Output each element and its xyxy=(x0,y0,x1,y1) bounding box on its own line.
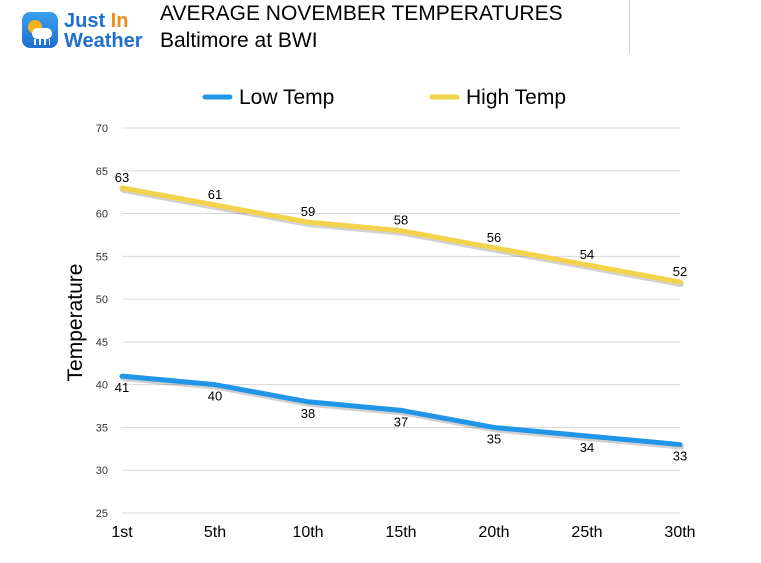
data-label-low-temp: 33 xyxy=(673,449,687,464)
legend-label-low-temp: Low Temp xyxy=(239,86,334,109)
x-tick-label: 30th xyxy=(664,524,695,541)
x-tick-label: 10th xyxy=(292,524,323,541)
x-tick-label: 25th xyxy=(571,524,602,541)
x-tick-label: 1st xyxy=(111,524,133,541)
x-tick-label: 15th xyxy=(385,524,416,541)
y-tick-label: 35 xyxy=(96,422,108,434)
y-tick-label: 30 xyxy=(96,465,108,477)
data-label-low-temp: 40 xyxy=(208,389,222,404)
data-label-high-temp: 56 xyxy=(487,230,501,245)
y-tick-label: 55 xyxy=(96,251,108,263)
y-tick-label: 50 xyxy=(96,294,108,306)
data-label-high-temp: 58 xyxy=(394,213,408,228)
data-label-low-temp: 38 xyxy=(301,406,315,421)
series-line-low-temp xyxy=(119,373,683,448)
logo-drops xyxy=(34,39,50,45)
data-label-low-temp: 35 xyxy=(487,431,501,446)
series-line-high-temp xyxy=(119,185,683,285)
logo-word-just: Just xyxy=(64,10,106,32)
weather-cloud-sun-icon xyxy=(22,12,58,48)
y-tick-label: 70 xyxy=(96,123,108,135)
data-label-high-temp: 61 xyxy=(208,187,222,202)
y-tick-label: 45 xyxy=(96,337,108,349)
logo-line1: Just In xyxy=(64,10,128,33)
legend-label-high-temp: High Temp xyxy=(466,86,566,109)
data-label-high-temp: 63 xyxy=(115,170,129,185)
y-tick-label: 40 xyxy=(96,380,108,392)
logo-word-in: In xyxy=(105,10,129,32)
x-tick-label: 20th xyxy=(478,524,509,541)
y-tick-label: 60 xyxy=(96,209,108,221)
data-label-high-temp: 59 xyxy=(301,204,315,219)
y-tick-label: 25 xyxy=(96,508,108,520)
data-label-high-temp: 52 xyxy=(673,264,687,279)
data-label-high-temp: 54 xyxy=(580,247,594,262)
x-tick-label: 5th xyxy=(204,524,226,541)
logo-cloud xyxy=(32,28,52,39)
chart-subtitle: Baltimore at BWI xyxy=(160,29,318,52)
logo-word-weather: Weather xyxy=(64,30,143,52)
data-label-low-temp: 41 xyxy=(115,380,129,395)
chart-title: AVERAGE NOVEMBER TEMPERATURES xyxy=(160,2,563,25)
y-tick-label: 65 xyxy=(96,166,108,178)
y-axis-label: Temperature xyxy=(64,264,87,382)
data-label-low-temp: 34 xyxy=(580,440,594,455)
data-label-low-temp: 37 xyxy=(394,414,408,429)
logo: Just In Weather xyxy=(22,8,154,52)
header-divider xyxy=(629,0,630,54)
